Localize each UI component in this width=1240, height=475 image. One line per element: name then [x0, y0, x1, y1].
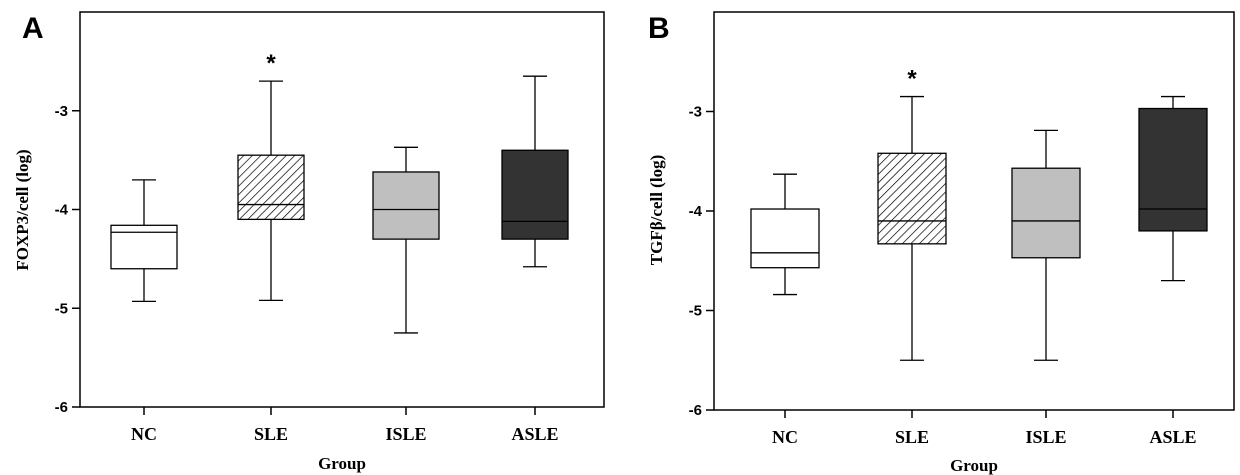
panel-b-letter: B [648, 12, 670, 45]
iqr-box [750, 208, 820, 269]
panel-a: A FOXP3/cell (log) Group -3 -4 -5 -6 NC SLE I… [13, 11, 605, 473]
panel-b-category-isle: ISLE [1025, 427, 1066, 447]
panel-b-y-axis: -3 -4 -5 -6 [689, 104, 714, 419]
iqr-box [1138, 107, 1208, 232]
panel-a-ytick-label: -5 [55, 300, 68, 317]
iqr-box [1011, 167, 1081, 259]
panel-a-category-sle: SLE [254, 424, 288, 444]
panel-b: B TGFβ/cell (log) Group -3 -4 -5 -6 NC SLE IS… [647, 11, 1235, 475]
panel-b-significance-asterisk: * [907, 66, 917, 93]
iqr-box [372, 171, 440, 240]
panel-b-category-sle: SLE [895, 427, 929, 447]
panel-a-category-nc: NC [131, 424, 157, 444]
panel-b-ytick-label: -5 [689, 303, 702, 320]
panel-a-ytick-label: -6 [55, 399, 68, 416]
iqr-box [237, 154, 305, 221]
panel-a-xlabel: Group [318, 454, 366, 473]
panel-a-significance-asterisk: * [266, 50, 276, 77]
panel-a-category-asle: ASLE [511, 424, 558, 444]
panel-b-x-axis: NC SLE ISLE ASLE [772, 410, 1197, 447]
panel-b-box-sle [877, 95, 947, 361]
panel-a-box-asle [501, 75, 569, 268]
panel-a-letter: A [22, 12, 44, 45]
panel-b-annotations: * [907, 66, 917, 93]
panel-b-ytick-label: -6 [689, 402, 702, 419]
panel-b-ytick-label: -3 [689, 104, 702, 121]
panel-a-annotations: * [266, 50, 276, 77]
panel-a-box-nc [110, 179, 178, 302]
panel-a-ylabel: FOXP3/cell (log) [13, 149, 32, 270]
panel-a-box-sle [237, 80, 305, 302]
iqr-box [877, 152, 947, 245]
panel-a-box-isle [372, 146, 440, 334]
panel-b-box-isle [1011, 129, 1081, 361]
panel-b-ytick-label: -4 [689, 203, 703, 220]
panel-a-x-axis: NC SLE ISLE ASLE [131, 407, 559, 444]
iqr-box [501, 149, 569, 240]
panel-b-ylabel: TGFβ/cell (log) [647, 155, 666, 265]
panel-a-y-axis: -3 -4 -5 -6 [55, 103, 80, 416]
panel-b-category-nc: NC [772, 427, 798, 447]
panel-a-ytick-label: -3 [55, 103, 68, 120]
panel-a-boxes [110, 75, 569, 334]
panel-a-ytick-label: -4 [55, 202, 69, 219]
panel-b-box-asle [1138, 95, 1208, 282]
panel-b-category-asle: ASLE [1149, 427, 1196, 447]
panel-b-boxes [750, 95, 1208, 361]
panel-a-category-isle: ISLE [385, 424, 426, 444]
panel-b-xlabel: Group [950, 456, 998, 475]
panel-b-box-nc [750, 173, 820, 296]
